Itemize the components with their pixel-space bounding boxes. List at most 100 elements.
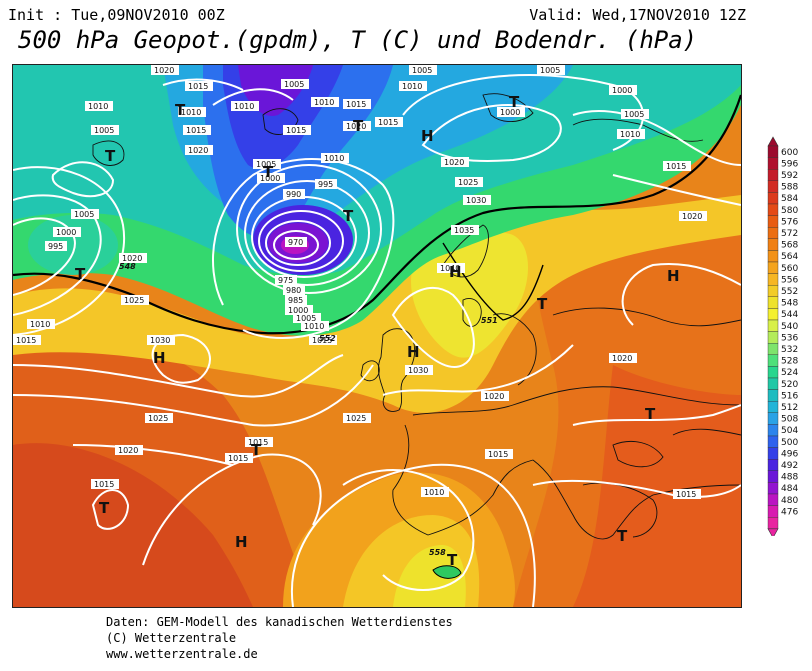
label-1015-l: 1015 [485,449,513,459]
legend-level-label: 504 [781,426,798,436]
legend-swatch [767,424,779,437]
low-center: T [447,551,458,569]
legend-swatch [767,215,779,228]
label-1010-f: 1010 [399,81,427,91]
map-title: 500 hPa Geopot.(gpdm), T (C) und Bodendr… [18,26,698,54]
svg-text:1010: 1010 [620,130,640,139]
low-center: T [645,405,656,423]
svg-text:1025: 1025 [458,178,478,187]
legend-swatch [767,401,779,414]
label-1005-h: 1005 [71,209,99,219]
label-1010-i: 1010 [27,319,55,329]
legend-swatch [767,505,779,518]
label-1035-a: 1035 [451,225,479,235]
init-time: Init : Tue,09NOV2010 00Z [8,6,225,24]
label-1015-m: 1015 [673,489,701,499]
legend-swatch [767,331,779,344]
svg-text:1015: 1015 [188,82,208,91]
weather-map: 1020 1015 1010 1005 1010 1010 1015 1020 … [12,64,742,608]
low-center: T [175,101,186,119]
high-center: H [235,533,248,551]
legend-swatch [767,377,779,390]
legend-level-label: 524 [781,368,798,378]
legend-level-label: 584 [781,194,798,204]
label-1025-a: 1025 [455,177,483,187]
svg-text:1010: 1010 [234,102,254,111]
svg-text:1005: 1005 [284,80,304,89]
svg-text:551: 551 [481,316,498,325]
legend-swatch [767,261,779,274]
label-1010-a: 1010 [85,101,113,111]
legend-swatch [767,435,779,448]
legend-swatch [767,447,779,460]
low-center: T [263,163,274,181]
valid-time: Valid: Wed,17NOV2010 12Z [529,6,746,24]
high-center: H [153,349,166,367]
label-975-a: 975 [275,275,297,285]
label-1005-f: 1005 [253,159,281,169]
svg-text:1020: 1020 [444,158,464,167]
legend-swatch [767,180,779,193]
legend-swatch [767,273,779,286]
label-1005-b: 1005 [281,79,309,89]
label-1005-c: 1005 [409,65,437,75]
footer: Daten: GEM-Modell des kanadischen Wetter… [106,614,453,662]
legend-swatch [767,169,779,182]
label-1015-a: 1015 [185,81,213,91]
high-center: H [449,263,462,281]
svg-text:1010: 1010 [88,102,108,111]
legend-level-label: 476 [781,507,798,517]
label-1010-b: 1010 [231,101,259,111]
svg-text:1005: 1005 [296,314,316,323]
label-1005-e: 1005 [621,109,649,119]
label-985-a: 985 [285,295,307,305]
legend-level-label: 528 [781,357,798,367]
svg-text:1005: 1005 [74,210,94,219]
label-995-b: 995 [45,241,67,251]
legend-level-label: 480 [781,496,798,506]
legend-swatch [767,145,779,158]
legend-level-label: 552 [781,287,798,297]
svg-text:985: 985 [288,296,303,305]
legend-level-label: 560 [781,264,798,274]
legend-arrow-top [767,136,779,147]
svg-text:1015: 1015 [488,450,508,459]
label-1010-c: 1010 [178,107,206,117]
svg-text:1010: 1010 [324,154,344,163]
svg-text:1010: 1010 [314,98,334,107]
label-1040-a: 1040 [437,263,465,273]
legend-swatch [767,493,779,506]
svg-text:995: 995 [318,180,333,189]
svg-text:558: 558 [429,548,446,557]
legend-swatch [767,250,779,263]
legend-level-label: 488 [781,473,798,483]
svg-text:1015: 1015 [286,126,306,135]
legend-swatch [767,389,779,402]
svg-text:970: 970 [288,238,303,247]
low-center: T [343,207,354,225]
svg-text:1005: 1005 [540,66,560,75]
svg-text:1010: 1010 [181,108,201,117]
svg-text:975: 975 [278,276,293,285]
svg-text:1020: 1020 [122,254,142,263]
svg-text:1010: 1010 [402,82,422,91]
legend-level-label: 520 [781,380,798,390]
legend-swatch [767,470,779,483]
label-1020-h: 1020 [481,391,509,401]
legend-swatch [767,482,779,495]
svg-text:1000: 1000 [288,306,308,315]
label-1010-e: 1010 [311,97,339,107]
label-1030-c: 1030 [405,365,433,375]
label-995-a: 995 [315,179,337,189]
legend-level-label: 572 [781,229,798,239]
legend-arrow-bottom [767,528,779,539]
label-1030-b: 1030 [147,335,175,345]
label-1000-a: 1000 [497,107,525,117]
label-1015-c: 1015 [283,125,311,135]
label-1000-d: 1000 [285,305,313,315]
footer-website: www.wetterzentrale.de [106,647,258,661]
svg-text:1020: 1020 [154,66,174,75]
svg-text:1015: 1015 [248,438,268,447]
svg-text:1005: 1005 [94,126,114,135]
legend-level-label: 500 [781,438,798,448]
